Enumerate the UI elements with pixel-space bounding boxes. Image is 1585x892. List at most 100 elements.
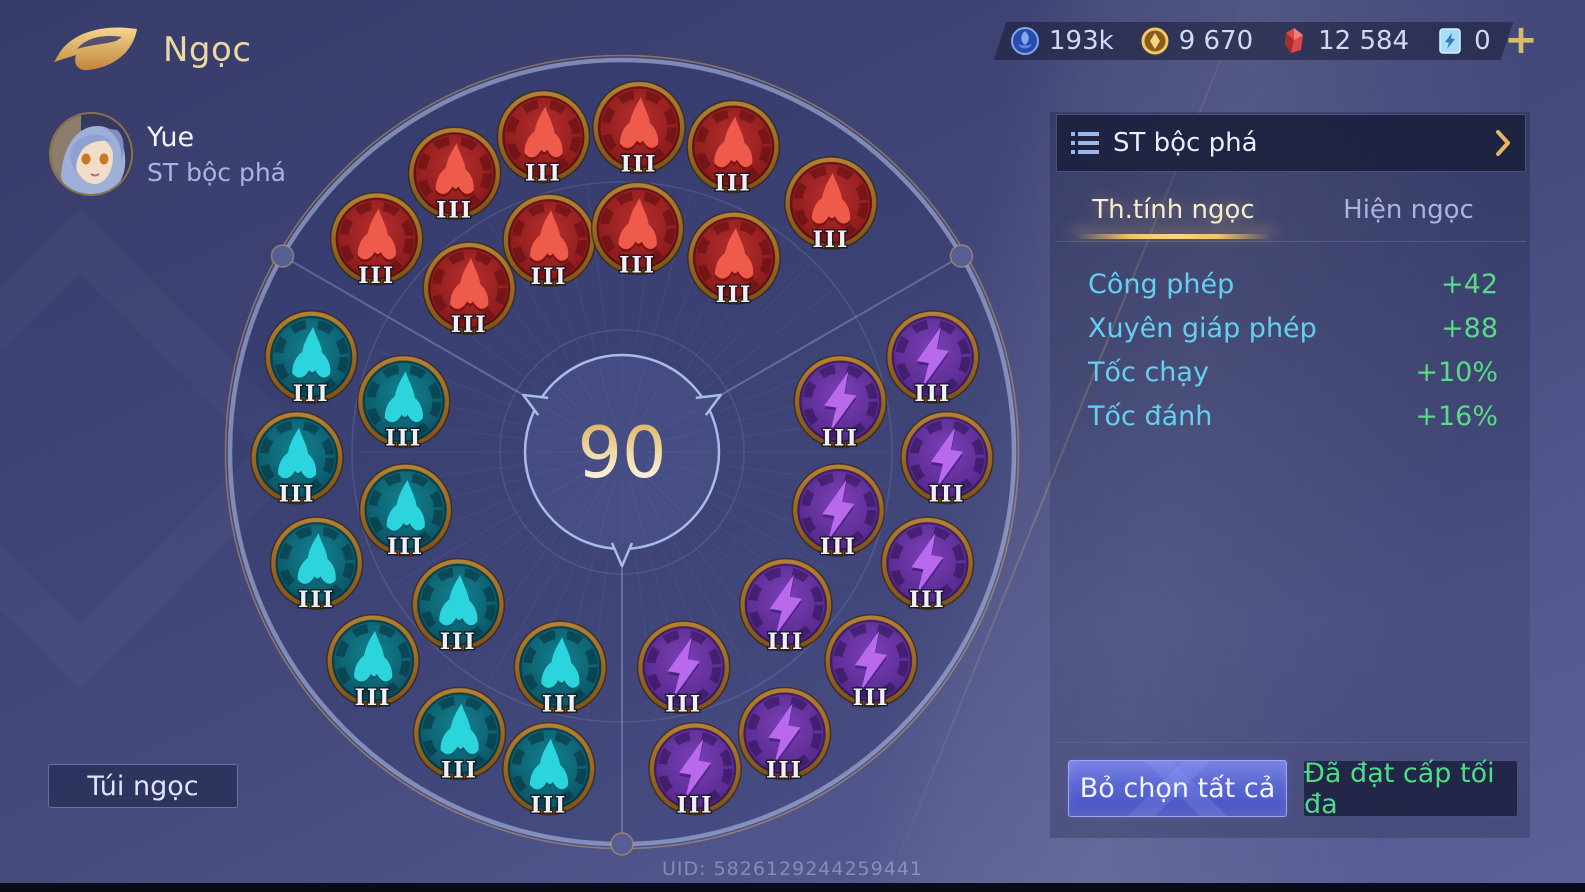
rune-red[interactable]: III bbox=[784, 156, 878, 255]
rune-red[interactable]: III bbox=[502, 193, 596, 292]
rune-tier-label: III bbox=[621, 151, 658, 177]
hub-spikes bbox=[522, 393, 722, 568]
rune-red[interactable]: III bbox=[592, 80, 686, 179]
rune-tier-label: III bbox=[822, 426, 859, 452]
stat-value: +16% bbox=[1415, 400, 1498, 432]
wheel-background-disc bbox=[230, 60, 1014, 844]
uid-label: UID: 5826129244259441 bbox=[662, 858, 923, 880]
rune-teal[interactable]: III bbox=[411, 558, 505, 656]
rune-teal[interactable]: III bbox=[264, 310, 358, 409]
rune-tier-label: III bbox=[385, 426, 422, 452]
currency-chip-bg bbox=[1418, 22, 1513, 60]
currency-rune-card[interactable]: 0 bbox=[1418, 22, 1513, 60]
stat-label: Xuyên giáp phép bbox=[1088, 312, 1317, 344]
rune-purple[interactable]: III bbox=[900, 410, 994, 509]
rune-tier-label: III bbox=[619, 253, 656, 279]
stat-label: Tốc chạy bbox=[1088, 356, 1209, 388]
rune-tier-label: III bbox=[531, 264, 568, 290]
player-name: Yue bbox=[147, 122, 195, 153]
rune-teal[interactable]: III bbox=[358, 463, 453, 562]
rune-red[interactable]: III bbox=[590, 181, 685, 280]
stats-list: Công phép +42 Xuyên giáp phép +88 Tốc ch… bbox=[1056, 262, 1526, 438]
rune-teal[interactable]: III bbox=[269, 516, 364, 615]
rune-red[interactable]: III bbox=[422, 241, 516, 340]
rune-purple[interactable]: III bbox=[886, 310, 980, 409]
rune-tier-label: III bbox=[387, 534, 424, 560]
rune-purple[interactable]: III bbox=[793, 354, 888, 453]
rune-red[interactable]: III bbox=[407, 126, 502, 225]
currency-gold-value: 9 670 bbox=[1178, 26, 1254, 56]
rune-tier-label: III bbox=[914, 381, 951, 407]
rune-tier-label: III bbox=[853, 685, 890, 711]
rune-tier-label: III bbox=[293, 381, 330, 407]
add-currency-button[interactable]: + bbox=[1504, 17, 1538, 63]
stat-row: Công phép +42 bbox=[1056, 262, 1526, 306]
rune-teal[interactable]: III bbox=[356, 354, 451, 453]
rune-tier-label: III bbox=[716, 282, 753, 308]
rune-purple[interactable]: III bbox=[824, 614, 918, 712]
currency-bar: 193k 9 670 12 584 bbox=[993, 22, 1513, 60]
stat-label: Tốc đánh bbox=[1088, 400, 1213, 432]
rune-tier-label: III bbox=[436, 197, 473, 223]
rune-tier-label: III bbox=[542, 691, 579, 717]
rune-tier-label: III bbox=[440, 629, 477, 655]
max-level-button[interactable]: Đã đạt cấp tối đa bbox=[1303, 758, 1518, 820]
page-title: Ngọc bbox=[163, 30, 252, 70]
rune-tier-label: III bbox=[766, 758, 803, 784]
rune-red[interactable]: III bbox=[686, 99, 780, 198]
currency-rune-card-value: 0 bbox=[1474, 26, 1491, 56]
stat-row: Tốc đánh +16% bbox=[1056, 394, 1526, 438]
currency-gold[interactable]: 9 670 bbox=[1123, 22, 1276, 60]
wheel-inner-ring bbox=[499, 329, 745, 575]
tab-rune-stats[interactable]: Th.tính ngọc bbox=[1056, 186, 1291, 241]
rune-bag-button[interactable]: Túi ngọc bbox=[48, 764, 238, 808]
wheel-mid-ring bbox=[351, 181, 893, 723]
deselect-all-button[interactable]: Bỏ chọn tất cả bbox=[1068, 760, 1287, 817]
stat-value: +42 bbox=[1441, 268, 1498, 300]
list-icon bbox=[1071, 131, 1099, 155]
rune-purple[interactable]: III bbox=[648, 721, 742, 820]
mana-orb-icon bbox=[1010, 26, 1040, 56]
sector-divider-lines bbox=[270, 244, 974, 856]
tab-show-runes[interactable]: Hiện ngọc bbox=[1343, 195, 1474, 225]
rune-red[interactable]: III bbox=[687, 211, 781, 310]
rune-tier-label: III bbox=[451, 312, 488, 338]
rune-tier-label: III bbox=[665, 691, 702, 717]
rune-teal[interactable]: III bbox=[250, 410, 344, 509]
rune-teal[interactable]: III bbox=[513, 620, 608, 719]
rune-teal[interactable]: III bbox=[412, 686, 507, 785]
panel-separator bbox=[1056, 742, 1526, 743]
rune-purple[interactable]: III bbox=[880, 516, 975, 615]
player-rune-page-name: ST bộc phá bbox=[147, 158, 286, 187]
bottom-black-bar bbox=[0, 883, 1585, 892]
rune-tier-label: III bbox=[358, 263, 395, 289]
chevron-right-icon bbox=[1495, 130, 1511, 156]
rune-purple[interactable]: III bbox=[737, 686, 832, 785]
back-button[interactable] bbox=[52, 22, 140, 74]
currency-mana[interactable]: 193k bbox=[993, 22, 1136, 60]
rune-tier-label: III bbox=[441, 758, 478, 784]
back-arrow-icon bbox=[54, 27, 137, 71]
rune-page-selector[interactable]: ST bộc phá bbox=[1056, 114, 1526, 172]
rune-red[interactable]: III bbox=[496, 89, 591, 188]
rune-tier-label: III bbox=[530, 793, 567, 819]
panel-tabs: Th.tính ngọc Hiện ngọc bbox=[1056, 186, 1526, 242]
rune-red[interactable]: III bbox=[329, 192, 424, 290]
rune-tier-label: III bbox=[298, 587, 335, 613]
rune-purple[interactable]: III bbox=[739, 558, 833, 656]
rune-page-level: 90 bbox=[577, 412, 666, 494]
rune-teal[interactable]: III bbox=[502, 721, 596, 820]
currency-ruby[interactable]: 12 584 bbox=[1262, 22, 1432, 60]
selected-rune-page-title: ST bộc phá bbox=[1113, 128, 1258, 158]
rune-tier-label: III bbox=[929, 482, 966, 508]
rune-purple[interactable]: III bbox=[791, 463, 886, 562]
ruby-gem-icon bbox=[1279, 26, 1309, 56]
stat-row: Xuyên giáp phép +88 bbox=[1056, 306, 1526, 350]
rune-tier-label: III bbox=[355, 685, 392, 711]
rune-purple[interactable]: III bbox=[636, 620, 731, 719]
rune-tier-label: III bbox=[525, 161, 562, 187]
rune-teal[interactable]: III bbox=[326, 614, 420, 712]
stat-row: Tốc chạy +10% bbox=[1056, 350, 1526, 394]
